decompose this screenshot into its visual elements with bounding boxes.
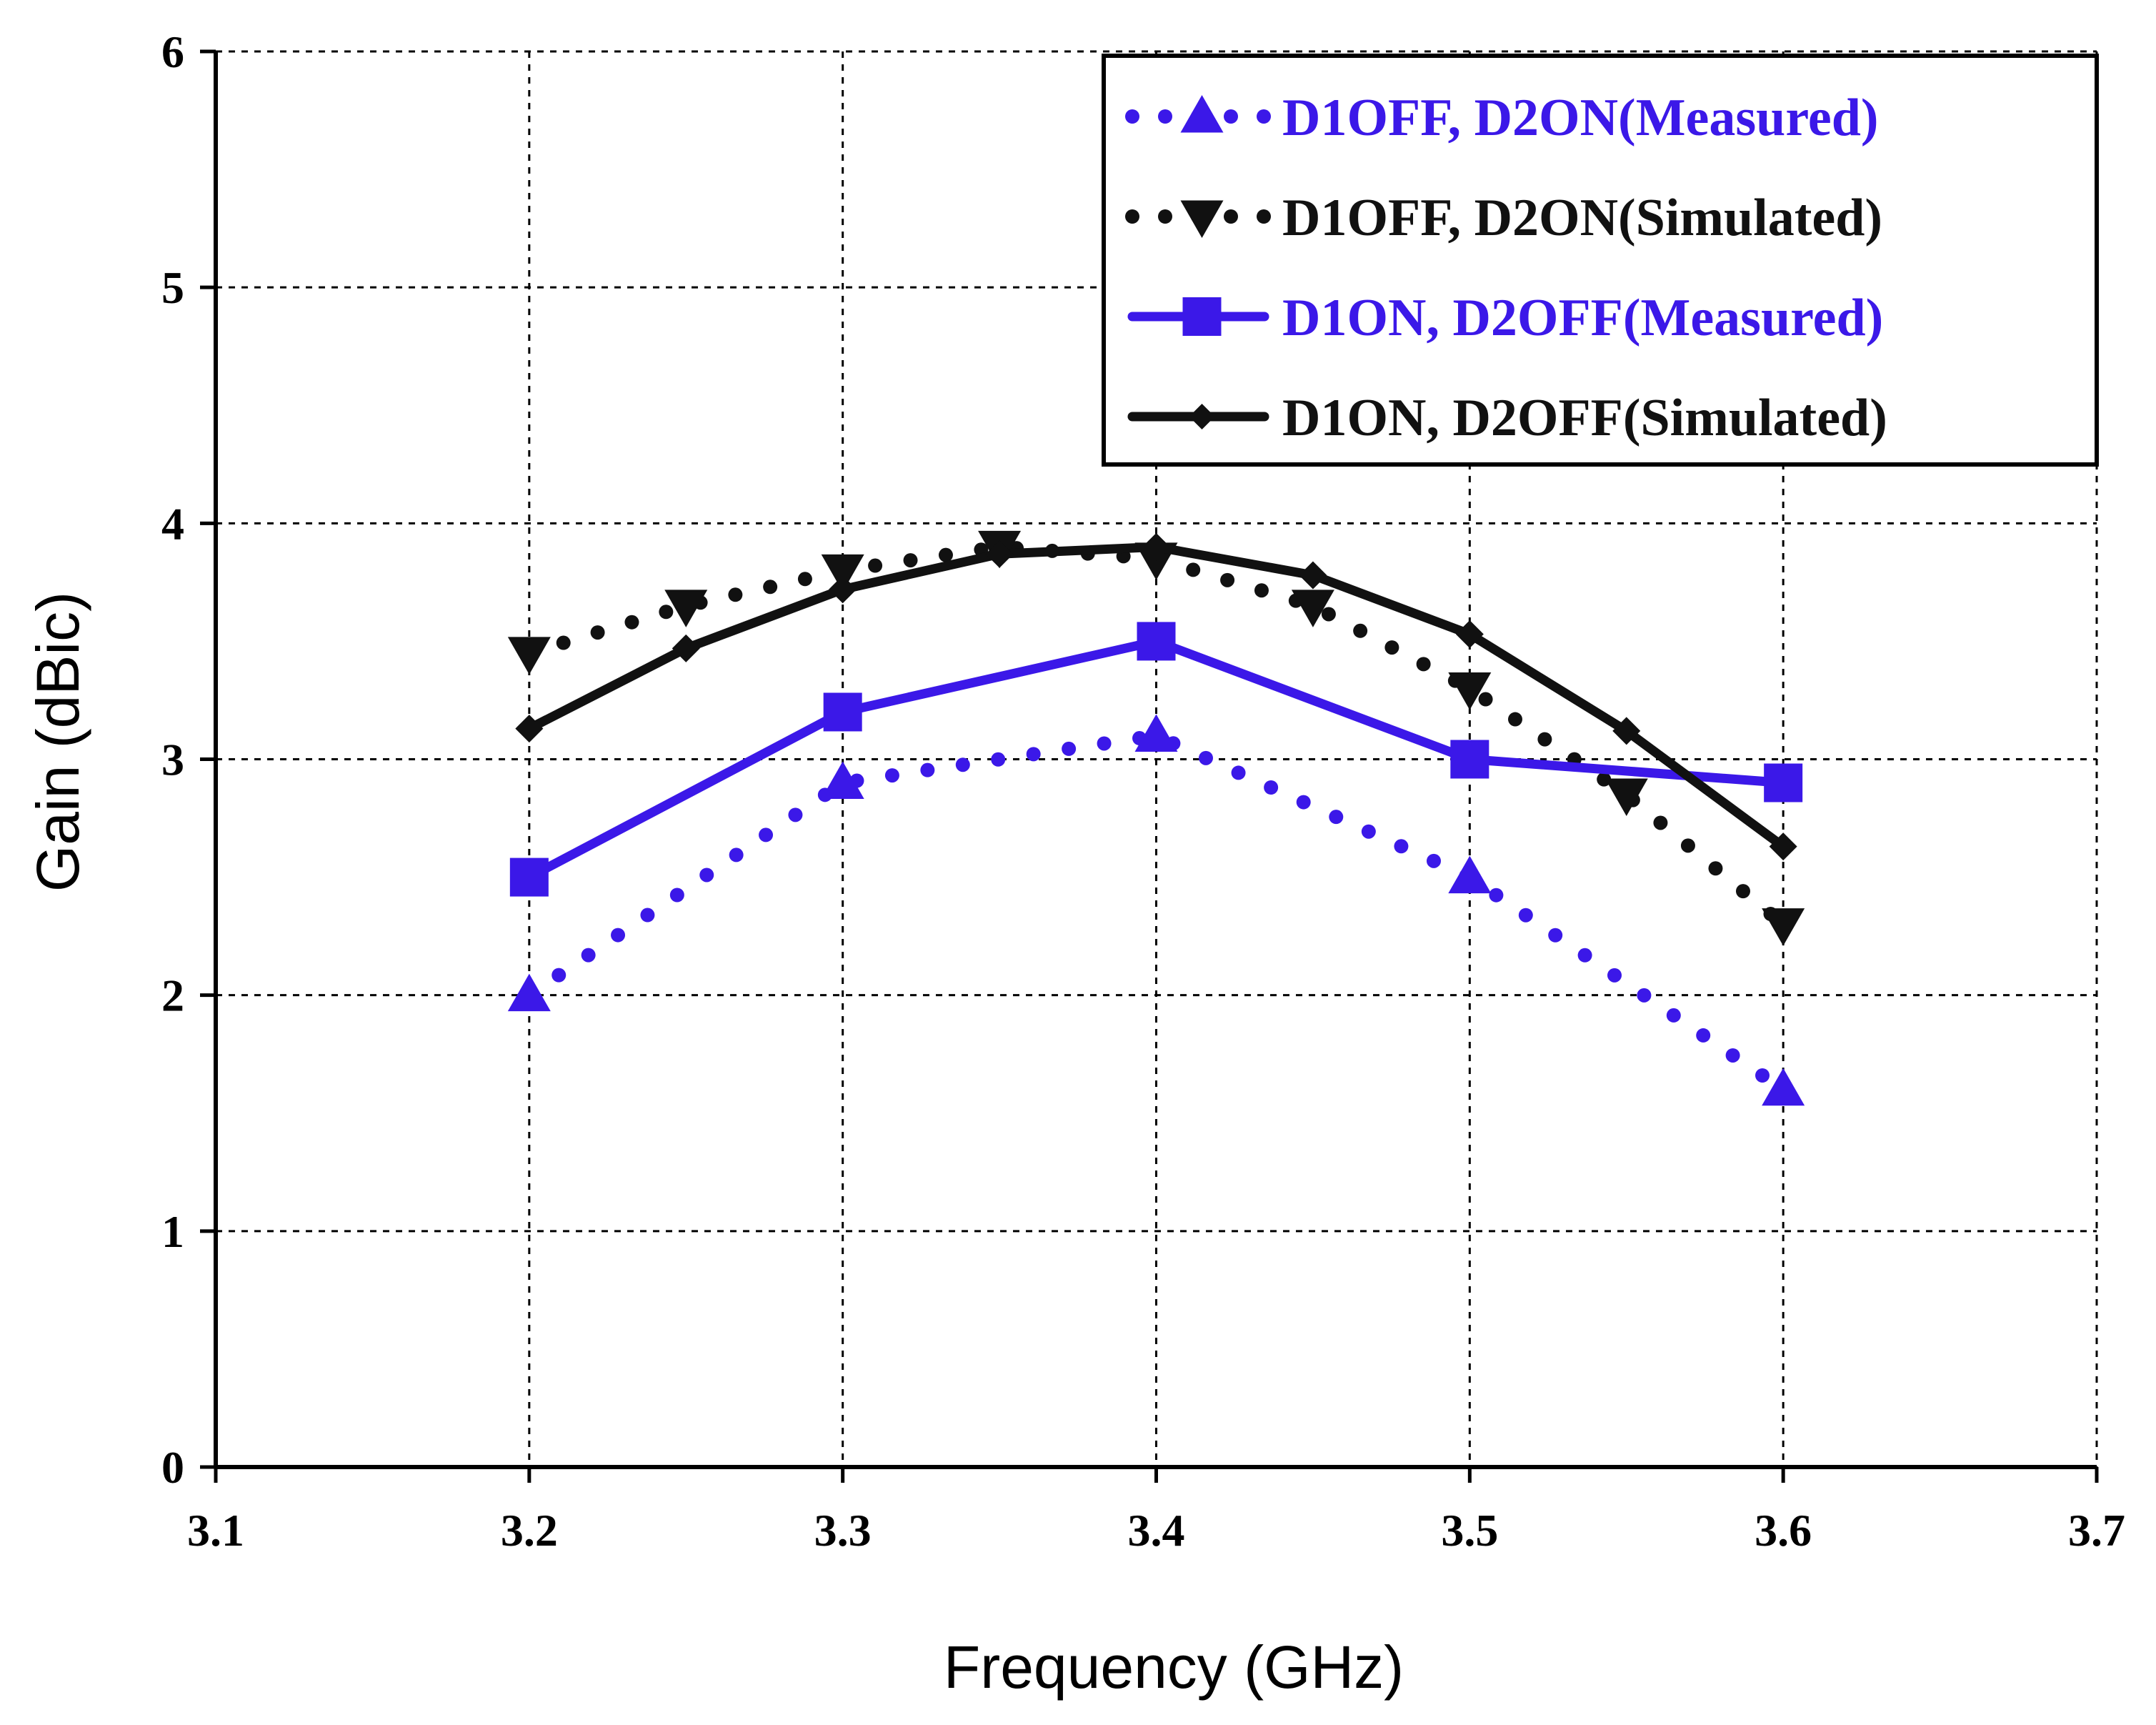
data-point xyxy=(829,575,857,604)
x-tick-label: 3.5 xyxy=(1441,1505,1498,1556)
data-point xyxy=(664,590,708,627)
data-point xyxy=(1764,763,1803,802)
x-tick-label: 3.7 xyxy=(2068,1505,2125,1556)
legend-swatch-marker xyxy=(1180,95,1224,133)
x-tick-label: 3.3 xyxy=(814,1505,872,1556)
data-point xyxy=(1604,778,1648,817)
y-tick-label: 0 xyxy=(161,1442,184,1493)
series-3 xyxy=(509,622,1803,897)
data-point xyxy=(672,634,700,662)
legend-label: D1OFF, D2ON(Measured) xyxy=(1282,89,1879,147)
data-point xyxy=(1137,622,1176,661)
legend-swatch-marker xyxy=(1189,404,1215,429)
y-axis-title: Gain (dBic) xyxy=(24,592,91,892)
legend-swatch-marker xyxy=(1182,297,1222,336)
data-point xyxy=(1291,590,1334,627)
y-tick-label: 1 xyxy=(161,1206,184,1257)
data-point xyxy=(1448,672,1492,710)
data-point xyxy=(507,637,551,675)
legend-label: D1ON, D2OFF(Simulated) xyxy=(1282,389,1887,447)
legend-entry-3: D1ON, D2OFF(Measured) xyxy=(1127,289,1883,347)
legend: D1OFF, D2ON(Measured) D1OFF, D2ON(Simulat… xyxy=(1102,54,2099,467)
data-point xyxy=(1299,561,1327,590)
data-point xyxy=(1134,714,1178,752)
data-point xyxy=(821,761,864,800)
data-point xyxy=(1455,620,1484,649)
legend-swatch-marker xyxy=(1180,200,1224,238)
y-tick-label: 6 xyxy=(161,26,184,77)
data-point xyxy=(1448,855,1492,894)
x-tick-label: 3.4 xyxy=(1128,1505,1185,1556)
x-tick-label: 3.1 xyxy=(187,1505,244,1556)
legend-entry-1: D1OFF, D2ON(Measured) xyxy=(1125,89,1879,147)
y-tick-label: 3 xyxy=(161,735,184,785)
data-point xyxy=(509,857,549,897)
series-1 xyxy=(507,714,1805,1106)
axes xyxy=(200,49,2099,1483)
data-point xyxy=(985,540,1014,568)
data-point xyxy=(821,554,864,592)
data-point xyxy=(1769,832,1797,861)
data-point xyxy=(1450,740,1489,779)
series-4 xyxy=(515,532,1797,861)
x-tick-label: 3.2 xyxy=(501,1505,558,1556)
data-point xyxy=(515,715,544,743)
legend-entry-2: D1OFF, D2ON(Simulated) xyxy=(1125,189,1882,247)
data-point xyxy=(1612,717,1641,745)
series-group xyxy=(507,530,1805,1106)
data-point xyxy=(1762,908,1805,946)
legend-label: D1OFF, D2ON(Simulated) xyxy=(1282,189,1882,247)
y-tick-label: 4 xyxy=(161,498,184,549)
data-point xyxy=(507,973,551,1012)
legend-box xyxy=(1102,54,2099,467)
x-axis-title: Frequency (GHz) xyxy=(944,1634,1404,1701)
legend-entry-4: D1ON, D2OFF(Simulated) xyxy=(1127,389,1887,447)
data-point xyxy=(1762,1068,1805,1106)
series-line xyxy=(521,728,1791,1097)
y-tick-label: 5 xyxy=(161,262,184,313)
tick-labels: 0 1 2 3 4 5 6 3.1 3.2 3.3 3.4 3.5 3.6 3.7 xyxy=(161,26,2125,1556)
data-point xyxy=(1142,532,1170,561)
y-tick-label: 2 xyxy=(161,970,184,1021)
legend-label: D1ON, D2OFF(Measured) xyxy=(1282,289,1883,347)
data-point xyxy=(823,692,862,732)
x-tick-label: 3.6 xyxy=(1755,1505,1812,1556)
